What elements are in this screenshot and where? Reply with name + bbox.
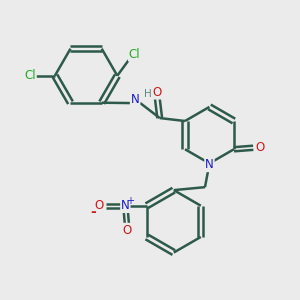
Text: O: O xyxy=(255,141,264,154)
Text: O: O xyxy=(122,224,131,237)
Text: N: N xyxy=(121,199,130,212)
Text: Cl: Cl xyxy=(24,69,36,82)
Text: O: O xyxy=(95,199,104,212)
Text: Cl: Cl xyxy=(129,48,140,61)
Text: O: O xyxy=(153,86,162,99)
Text: N: N xyxy=(131,93,140,106)
Text: N: N xyxy=(205,158,214,171)
Text: -: - xyxy=(90,205,95,219)
Text: H: H xyxy=(144,89,152,99)
Text: +: + xyxy=(126,196,134,206)
